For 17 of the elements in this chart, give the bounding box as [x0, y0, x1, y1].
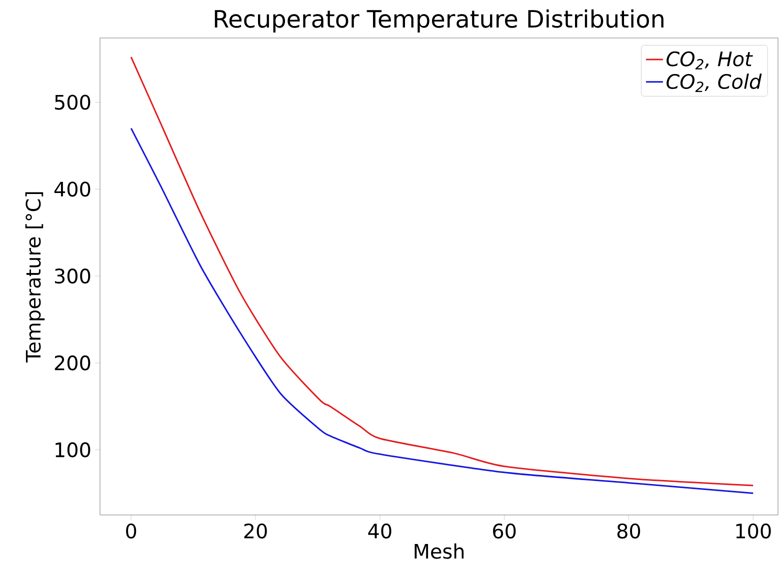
legend-label: CO$_{2}$, Cold [666, 74, 762, 92]
x-tick-label: 80 [617, 524, 640, 539]
x-axis-title: Mesh [414, 543, 464, 559]
x-tick-label: 60 [493, 524, 516, 539]
y-tick-label: 200 [54, 355, 90, 370]
x-tick-label: 0 [126, 524, 136, 539]
line-series [130, 128, 754, 494]
legend-label: CO$_{2}$, Hot [666, 51, 753, 70]
y-axis-title: Temperature [°C] [25, 192, 45, 363]
y-tick-label: 300 [54, 268, 90, 284]
x-tick-label: 40 [368, 524, 392, 539]
chart-title: Recuperator Temperature Distribution [214, 9, 664, 32]
x-tick-label: 20 [244, 524, 267, 539]
y-tick-label: 500 [54, 94, 90, 110]
x-tick-label: 100 [736, 524, 771, 539]
y-tick-label: 400 [54, 182, 90, 197]
y-tick-label: 100 [56, 442, 90, 458]
